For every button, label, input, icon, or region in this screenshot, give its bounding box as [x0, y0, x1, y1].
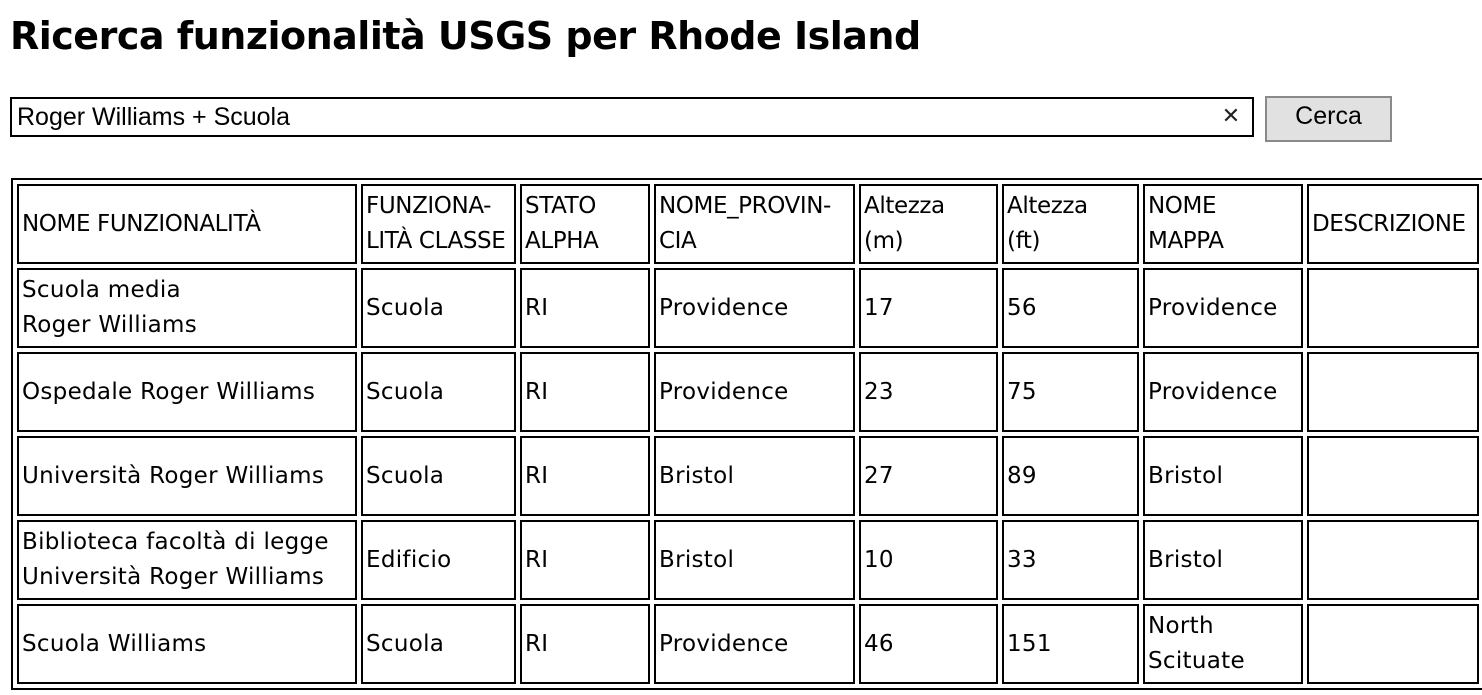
- cell-feature-name: Scuola media Roger Williams: [17, 268, 357, 348]
- cell-map-name: Bristol: [1143, 436, 1303, 516]
- header-county-name: NOME_PROVIN- CIA: [654, 184, 855, 264]
- cell-county: Providence: [654, 604, 855, 684]
- header-description: DESCRIZIONE: [1307, 184, 1479, 264]
- cell-state: RI: [520, 268, 650, 348]
- cell-feature-name: Biblioteca facoltà di legge Università Ro…: [17, 520, 357, 600]
- table-row: Università Roger Williams Scuola RI Bris…: [17, 436, 1479, 516]
- cell-map-name: Providence: [1143, 268, 1303, 348]
- table-row: Biblioteca facoltà di legge Università Ro…: [17, 520, 1479, 600]
- header-feature-class: FUNZIONA- LITÀ CLASSE: [361, 184, 516, 264]
- cell-elevation-ft: 89: [1002, 436, 1139, 516]
- cell-state: RI: [520, 352, 650, 432]
- table-row: Scuola Williams Scuola RI Providence 46 …: [17, 604, 1479, 684]
- table-row: Scuola media Roger Williams Scuola RI Pro…: [17, 268, 1479, 348]
- cell-feature-class: Scuola: [361, 436, 516, 516]
- cell-description: [1307, 520, 1479, 600]
- cell-description: [1307, 604, 1479, 684]
- cell-elevation-ft: 33: [1002, 520, 1139, 600]
- clear-icon[interactable]: ✕: [1221, 104, 1241, 129]
- search-box: ✕: [10, 97, 1254, 137]
- cell-map-name: Bristol: [1143, 520, 1303, 600]
- cell-description: [1307, 436, 1479, 516]
- header-elevation-m: Altezza (m): [859, 184, 998, 264]
- cell-map-name: North Scituate: [1143, 604, 1303, 684]
- page-title: Ricerca funzionalità USGS per Rhode Isla…: [10, 14, 921, 58]
- cell-map-name: Providence: [1143, 352, 1303, 432]
- search-button[interactable]: Cerca: [1265, 96, 1392, 142]
- cell-feature-class: Scuola: [361, 604, 516, 684]
- cell-county: Bristol: [654, 436, 855, 516]
- results-table: NOME FUNZIONALITÀ FUNZIONA- LITÀ CLASSE S…: [13, 180, 1482, 688]
- cell-elevation-m: 17: [859, 268, 998, 348]
- cell-elevation-ft: 56: [1002, 268, 1139, 348]
- search-input[interactable]: [17, 100, 1217, 134]
- cell-state: RI: [520, 436, 650, 516]
- cell-county: Bristol: [654, 520, 855, 600]
- cell-state: RI: [520, 604, 650, 684]
- cell-elevation-m: 27: [859, 436, 998, 516]
- cell-elevation-m: 10: [859, 520, 998, 600]
- table-header-row: NOME FUNZIONALITÀ FUNZIONA- LITÀ CLASSE S…: [17, 184, 1479, 264]
- cell-county: Providence: [654, 352, 855, 432]
- header-feature-name: NOME FUNZIONALITÀ: [17, 184, 357, 264]
- cell-feature-name: Università Roger Williams: [17, 436, 357, 516]
- cell-description: [1307, 352, 1479, 432]
- cell-elevation-ft: 75: [1002, 352, 1139, 432]
- header-state-alpha: STATO ALPHA: [520, 184, 650, 264]
- cell-county: Providence: [654, 268, 855, 348]
- cell-feature-class: Scuola: [361, 352, 516, 432]
- cell-elevation-m: 23: [859, 352, 998, 432]
- cell-elevation-m: 46: [859, 604, 998, 684]
- cell-feature-name: Ospedale Roger Williams: [17, 352, 357, 432]
- results-table-frame: NOME FUNZIONALITÀ FUNZIONA- LITÀ CLASSE S…: [11, 178, 1482, 690]
- header-elevation-ft: Altezza (ft): [1002, 184, 1139, 264]
- table-row: Ospedale Roger Williams Scuola RI Provid…: [17, 352, 1479, 432]
- header-map-name: NOME MAPPA: [1143, 184, 1303, 264]
- cell-feature-class: Scuola: [361, 268, 516, 348]
- cell-feature-name: Scuola Williams: [17, 604, 357, 684]
- cell-elevation-ft: 151: [1002, 604, 1139, 684]
- cell-feature-class: Edificio: [361, 520, 516, 600]
- cell-description: [1307, 268, 1479, 348]
- cell-state: RI: [520, 520, 650, 600]
